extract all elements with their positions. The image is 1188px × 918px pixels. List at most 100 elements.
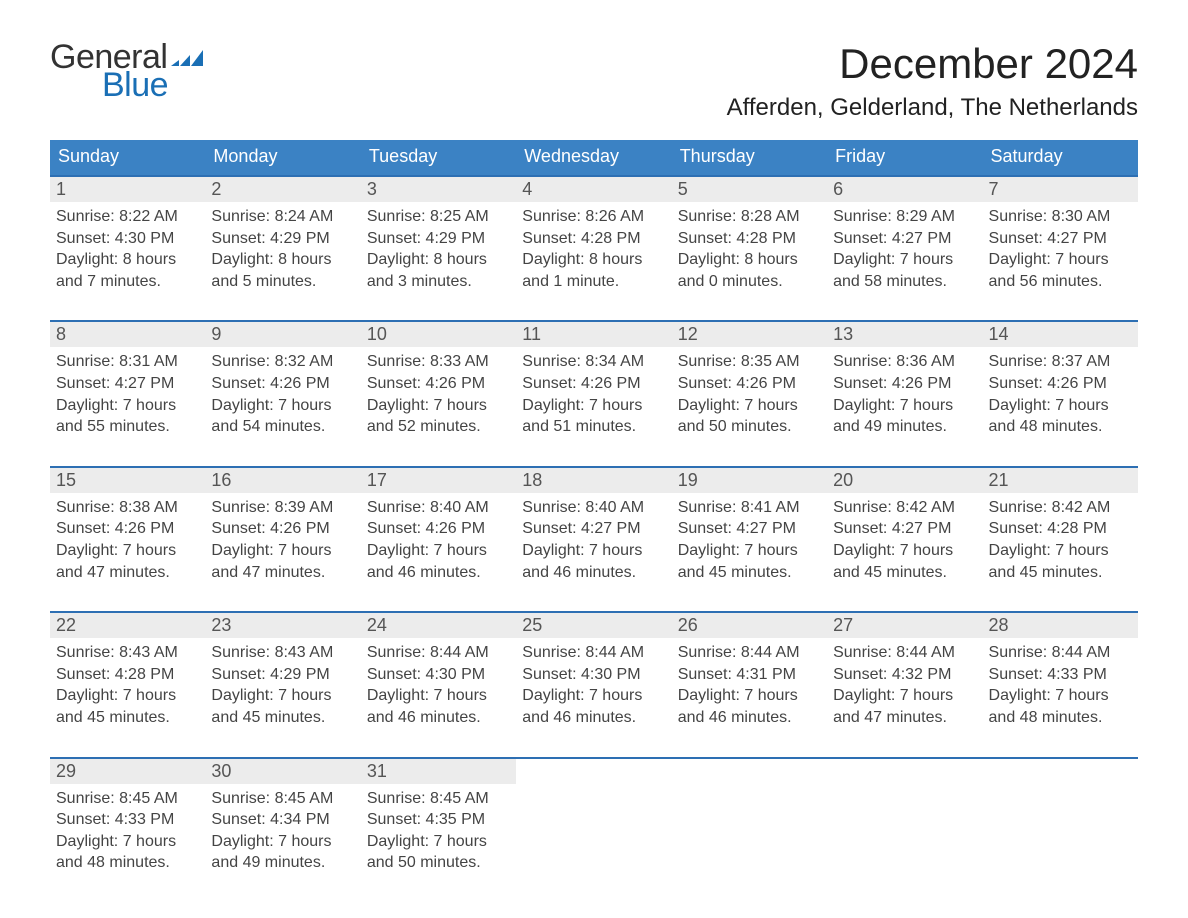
daylight-text-1: Daylight: 7 hours — [678, 540, 821, 562]
daylight-text-1: Daylight: 7 hours — [522, 685, 665, 707]
sunrise-text: Sunrise: 8:40 AM — [367, 497, 510, 519]
col-saturday: Saturday — [983, 140, 1138, 176]
sunrise-text: Sunrise: 8:33 AM — [367, 351, 510, 373]
sunrise-text: Sunrise: 8:31 AM — [56, 351, 199, 373]
day-content-cell — [516, 784, 671, 884]
day-number-cell: 11 — [516, 321, 671, 347]
daylight-text-2: and 45 minutes. — [678, 562, 821, 584]
sunset-text: Sunset: 4:28 PM — [678, 228, 821, 250]
sunset-text: Sunset: 4:30 PM — [522, 664, 665, 686]
sunset-text: Sunset: 4:26 PM — [833, 373, 976, 395]
daylight-text-2: and 58 minutes. — [833, 271, 976, 293]
sunset-text: Sunset: 4:28 PM — [522, 228, 665, 250]
day-number-cell: 20 — [827, 467, 982, 493]
week-number-row: 22232425262728 — [50, 612, 1138, 638]
day-content-cell: Sunrise: 8:24 AMSunset: 4:29 PMDaylight:… — [205, 202, 360, 321]
sunset-text: Sunset: 4:30 PM — [56, 228, 199, 250]
day-content-cell: Sunrise: 8:33 AMSunset: 4:26 PMDaylight:… — [361, 347, 516, 466]
col-thursday: Thursday — [672, 140, 827, 176]
day-number-cell: 5 — [672, 176, 827, 202]
daylight-text-2: and 45 minutes. — [833, 562, 976, 584]
day-number-cell: 27 — [827, 612, 982, 638]
sunset-text: Sunset: 4:27 PM — [833, 228, 976, 250]
day-number-cell: 18 — [516, 467, 671, 493]
day-content-cell: Sunrise: 8:44 AMSunset: 4:33 PMDaylight:… — [983, 638, 1138, 757]
week-content-row: Sunrise: 8:22 AMSunset: 4:30 PM Daylight:… — [50, 202, 1138, 321]
day-content-cell: Sunrise: 8:31 AMSunset: 4:27 PMDaylight:… — [50, 347, 205, 466]
sunrise-text: Sunrise: 8:22 AM — [56, 206, 199, 228]
day-content-cell: Sunrise: 8:45 AMSunset: 4:33 PMDaylight:… — [50, 784, 205, 884]
day-content-cell: Sunrise: 8:44 AMSunset: 4:30 PMDaylight:… — [516, 638, 671, 757]
day-number-cell: 10 — [361, 321, 516, 347]
day-number-cell: 12 — [672, 321, 827, 347]
sunrise-text: Sunrise: 8:30 AM — [989, 206, 1132, 228]
day-number-cell: 21 — [983, 467, 1138, 493]
day-number-cell: 30 — [205, 758, 360, 784]
sunrise-text: Sunrise: 8:42 AM — [989, 497, 1132, 519]
day-content-cell: Sunrise: 8:40 AMSunset: 4:26 PMDaylight:… — [361, 493, 516, 612]
daylight-text-1: Daylight: 7 hours — [833, 540, 976, 562]
week-number-row: 891011121314 — [50, 321, 1138, 347]
day-content-cell: Sunrise: 8:42 AMSunset: 4:27 PMDaylight:… — [827, 493, 982, 612]
sunrise-text: Sunrise: 8:36 AM — [833, 351, 976, 373]
daylight-text-1: Daylight: 7 hours — [211, 395, 354, 417]
daylight-text-2: and 48 minutes. — [989, 707, 1132, 729]
day-content-cell: Sunrise: 8:45 AMSunset: 4:34 PMDaylight:… — [205, 784, 360, 884]
daylight-text-1: Daylight: 8 hours — [522, 249, 665, 271]
location-text: Afferden, Gelderland, The Netherlands — [727, 94, 1138, 122]
day-number-cell: 4 — [516, 176, 671, 202]
day-content-cell — [672, 784, 827, 884]
daylight-text-2: and 45 minutes. — [989, 562, 1132, 584]
day-number-cell: 24 — [361, 612, 516, 638]
daylight-text-1: Daylight: 7 hours — [989, 395, 1132, 417]
daylight-text-1: Daylight: 7 hours — [989, 249, 1132, 271]
daylight-text-2: and 46 minutes. — [678, 707, 821, 729]
sunset-text: Sunset: 4:27 PM — [522, 518, 665, 540]
daylight-text-1: Daylight: 7 hours — [211, 540, 354, 562]
day-number-cell: 23 — [205, 612, 360, 638]
daylight-text-1: Daylight: 7 hours — [678, 685, 821, 707]
daylight-text-2: and 46 minutes. — [367, 562, 510, 584]
day-number-cell: 15 — [50, 467, 205, 493]
day-number-cell: 9 — [205, 321, 360, 347]
day-content-cell: Sunrise: 8:38 AMSunset: 4:26 PMDaylight:… — [50, 493, 205, 612]
sunrise-text: Sunrise: 8:43 AM — [211, 642, 354, 664]
daylight-text-2: and 50 minutes. — [367, 852, 510, 874]
sunrise-text: Sunrise: 8:44 AM — [989, 642, 1132, 664]
day-number-cell: 19 — [672, 467, 827, 493]
day-number-cell: 1 — [50, 176, 205, 202]
daylight-text-2: and 50 minutes. — [678, 416, 821, 438]
sunset-text: Sunset: 4:34 PM — [211, 809, 354, 831]
sunrise-text: Sunrise: 8:35 AM — [678, 351, 821, 373]
sunrise-text: Sunrise: 8:44 AM — [833, 642, 976, 664]
day-content-cell: Sunrise: 8:44 AMSunset: 4:32 PMDaylight:… — [827, 638, 982, 757]
daylight-text-2: and 46 minutes. — [522, 707, 665, 729]
day-content-cell — [983, 784, 1138, 884]
day-content-cell: Sunrise: 8:32 AMSunset: 4:26 PMDaylight:… — [205, 347, 360, 466]
daylight-text-1: Daylight: 8 hours — [367, 249, 510, 271]
sunrise-text: Sunrise: 8:45 AM — [211, 788, 354, 810]
day-number-cell: 6 — [827, 176, 982, 202]
sunset-text: Sunset: 4:26 PM — [678, 373, 821, 395]
day-content-cell: Sunrise: 8:36 AMSunset: 4:26 PMDaylight:… — [827, 347, 982, 466]
daylight-text-1: Daylight: 7 hours — [211, 831, 354, 853]
sunrise-text: Sunrise: 8:41 AM — [678, 497, 821, 519]
sunrise-text: Sunrise: 8:25 AM — [367, 206, 510, 228]
sunrise-text: Sunrise: 8:28 AM — [678, 206, 821, 228]
sunset-text: Sunset: 4:26 PM — [367, 373, 510, 395]
logo-text-blue: Blue — [102, 68, 203, 102]
sunset-text: Sunset: 4:27 PM — [56, 373, 199, 395]
daylight-text-2: and 49 minutes. — [833, 416, 976, 438]
day-content-cell: Sunrise: 8:26 AMSunset: 4:28 PMDaylight:… — [516, 202, 671, 321]
day-number-cell — [983, 758, 1138, 784]
sunrise-text: Sunrise: 8:42 AM — [833, 497, 976, 519]
day-number-cell — [827, 758, 982, 784]
sunrise-text: Sunrise: 8:34 AM — [522, 351, 665, 373]
day-number-cell: 2 — [205, 176, 360, 202]
day-number-cell: 31 — [361, 758, 516, 784]
logo: General Blue — [50, 40, 203, 102]
sunset-text: Sunset: 4:26 PM — [211, 373, 354, 395]
day-number-cell: 3 — [361, 176, 516, 202]
sunrise-text: Sunrise: 8:32 AM — [211, 351, 354, 373]
col-sunday: Sunday — [50, 140, 205, 176]
